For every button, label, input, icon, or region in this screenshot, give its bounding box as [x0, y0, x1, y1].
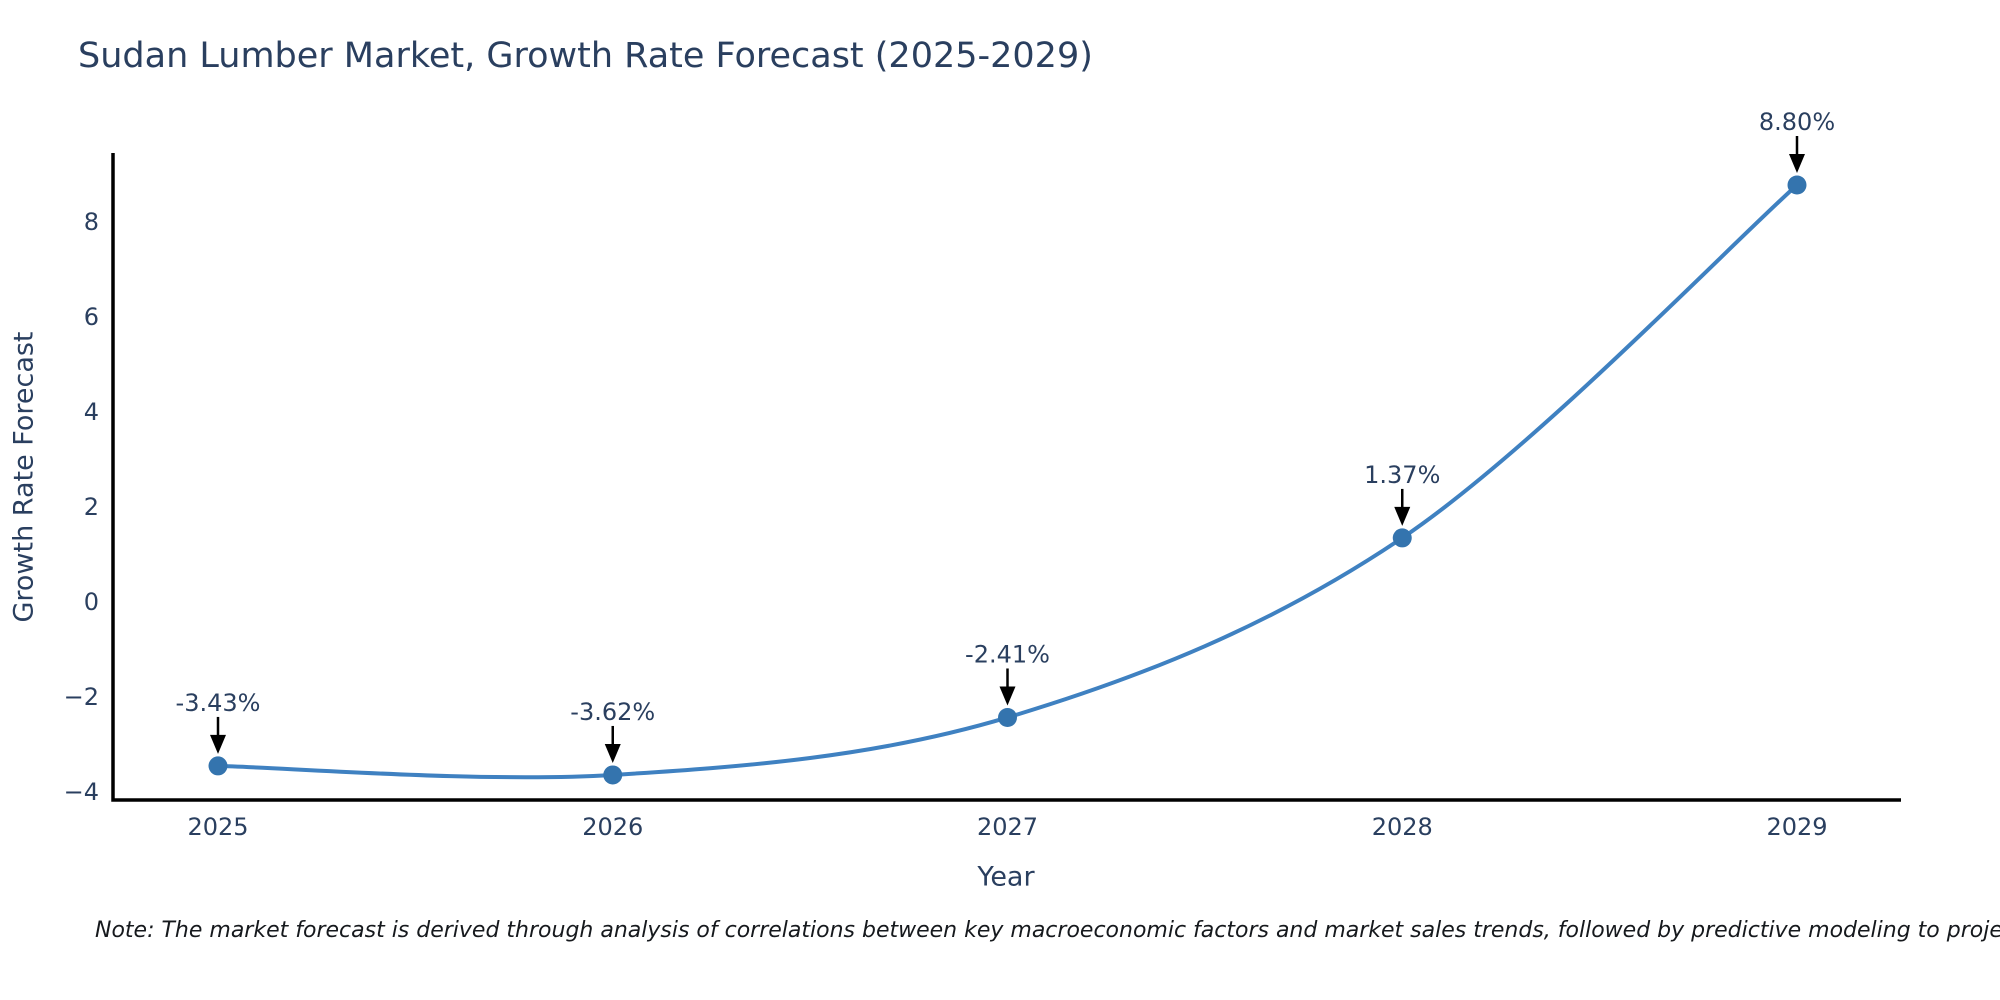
- annotation-arrowhead-2025: [210, 734, 226, 754]
- chart-title: Sudan Lumber Market, Growth Rate Forecas…: [78, 36, 1093, 76]
- annotation-arrowhead-2029: [1789, 154, 1805, 173]
- point-label-2028: 1.37%: [1364, 461, 1440, 489]
- x-tick-label-2027: 2027: [977, 813, 1038, 841]
- x-tick-label-2028: 2028: [1372, 813, 1433, 841]
- y-tick-label-4: 4: [84, 398, 99, 426]
- point-label-2026: -3.62%: [570, 698, 655, 726]
- annotation-arrowhead-2026: [604, 743, 621, 763]
- x-tick-label-2025: 2025: [187, 813, 248, 841]
- point-label-2025: -3.43%: [176, 689, 261, 717]
- x-tick-label-2026: 2026: [582, 813, 643, 841]
- y-tick-label-8: 8: [84, 208, 99, 236]
- forecast-line: [216, 183, 1799, 780]
- x-tick-label-2029: 2029: [1766, 813, 1827, 841]
- y-tick-label--4: −4: [64, 778, 99, 806]
- footnote: Note: The market forecast is derived thr…: [95, 918, 2000, 943]
- data-point-2027: [998, 707, 1017, 727]
- y-tick-label--2: −2: [64, 683, 99, 711]
- point-label-2029: 8.80%: [1759, 108, 1835, 136]
- data-point-2028: [1392, 528, 1412, 548]
- axis-lines: [111, 153, 1901, 802]
- data-point-2026: [603, 765, 623, 785]
- y-tick-label-6: 6: [84, 303, 99, 331]
- data-point-2029: [1787, 175, 1807, 195]
- x-axis-title: Year: [977, 861, 1035, 893]
- annotation-arrowhead-2027: [999, 686, 1016, 706]
- data-point-2025: [208, 756, 228, 776]
- annotation-arrowhead-2028: [1394, 506, 1411, 526]
- y-tick-label-2: 2: [84, 493, 99, 521]
- point-label-2027: -2.41%: [965, 640, 1050, 668]
- y-tick-label-0: 0: [84, 588, 99, 616]
